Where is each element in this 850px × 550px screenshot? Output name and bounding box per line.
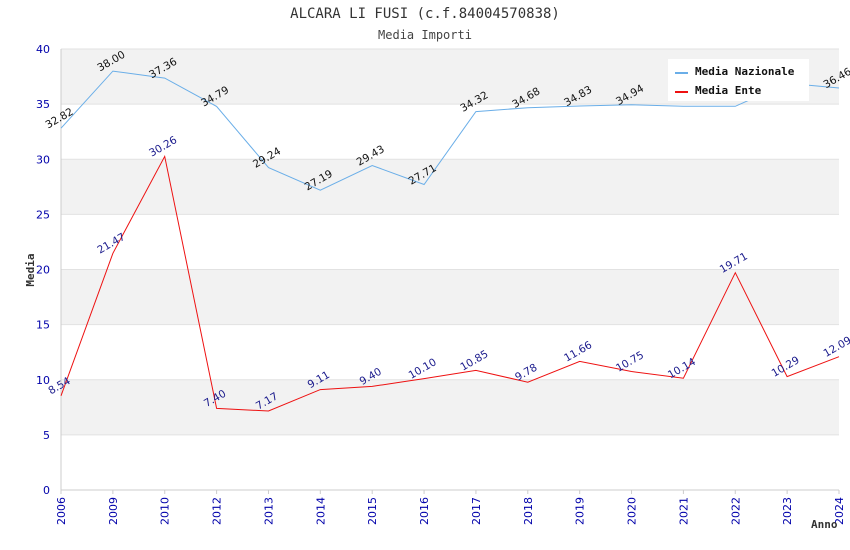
x-tick-label: 2017 — [470, 497, 483, 525]
x-tick-label: 2024 — [833, 497, 846, 525]
axes — [60, 49, 839, 491]
legend-label-ente: Media Ente — [695, 84, 762, 97]
legend-label-nazionale: Media Nazionale — [695, 65, 795, 78]
data-label: 11.66 — [562, 339, 594, 365]
y-tick-label: 0 — [43, 484, 50, 497]
y-tick-label: 15 — [36, 319, 50, 332]
series-layer — [60, 70, 840, 412]
y-tick-label: 5 — [43, 429, 50, 442]
grid-band — [61, 159, 839, 215]
x-tick-label: 2014 — [314, 497, 327, 525]
chart-subtitle: Media Importi — [378, 28, 472, 42]
x-tick-label: 2019 — [574, 497, 587, 525]
data-label: 10.10 — [407, 356, 439, 381]
series-line-media-nazionale — [60, 70, 840, 191]
legend-box — [668, 59, 809, 101]
y-tick-label: 10 — [36, 374, 50, 387]
x-tick-label: 2009 — [107, 497, 120, 525]
y-tick-label: 35 — [36, 98, 50, 111]
series-line-media-ente — [60, 154, 840, 412]
y-tick-label: 25 — [36, 208, 50, 221]
data-label: 10.14 — [666, 356, 698, 382]
x-tick-label: 2015 — [366, 497, 379, 525]
y-tick-label: 20 — [36, 264, 50, 277]
y-axis-ticks: 0 5 10 15 20 25 30 35 40 — [36, 43, 50, 497]
x-tick-label: 2006 — [55, 497, 68, 525]
chart-title: ALCARA LI FUSI (c.f.84004570838) — [290, 6, 560, 22]
x-tick-label: 2022 — [729, 497, 742, 525]
y-tick-label: 40 — [36, 43, 50, 56]
x-tick-label: 2012 — [211, 497, 224, 525]
grid-band — [61, 269, 839, 325]
data-label: 30.26 — [147, 134, 179, 160]
data-label: 10.85 — [458, 348, 490, 373]
x-tick-label: 2010 — [159, 497, 172, 525]
x-tick-label: 2020 — [626, 497, 639, 525]
data-label: 12.09 — [821, 334, 850, 359]
grid-band — [61, 379, 839, 435]
x-tick-label: 2018 — [522, 497, 535, 525]
x-tick-label: 2013 — [262, 497, 275, 525]
x-tick-label: 2021 — [677, 497, 690, 525]
data-label: 10.29 — [770, 354, 802, 379]
data-label: 21.47 — [95, 231, 127, 256]
grid-bands — [61, 49, 839, 435]
y-tick-label: 30 — [36, 153, 50, 166]
x-tick-label: 2016 — [418, 497, 431, 525]
legend: Media Nazionale Media Ente — [668, 59, 809, 101]
x-axis-title: Anno — [811, 518, 838, 531]
x-axis-ticks: 2006 2009 2010 2012 2013 2014 2015 2016 2017 2018… — [55, 490, 846, 525]
x-tick-label: 2023 — [781, 497, 794, 525]
y-axis-title: Media — [24, 253, 37, 286]
